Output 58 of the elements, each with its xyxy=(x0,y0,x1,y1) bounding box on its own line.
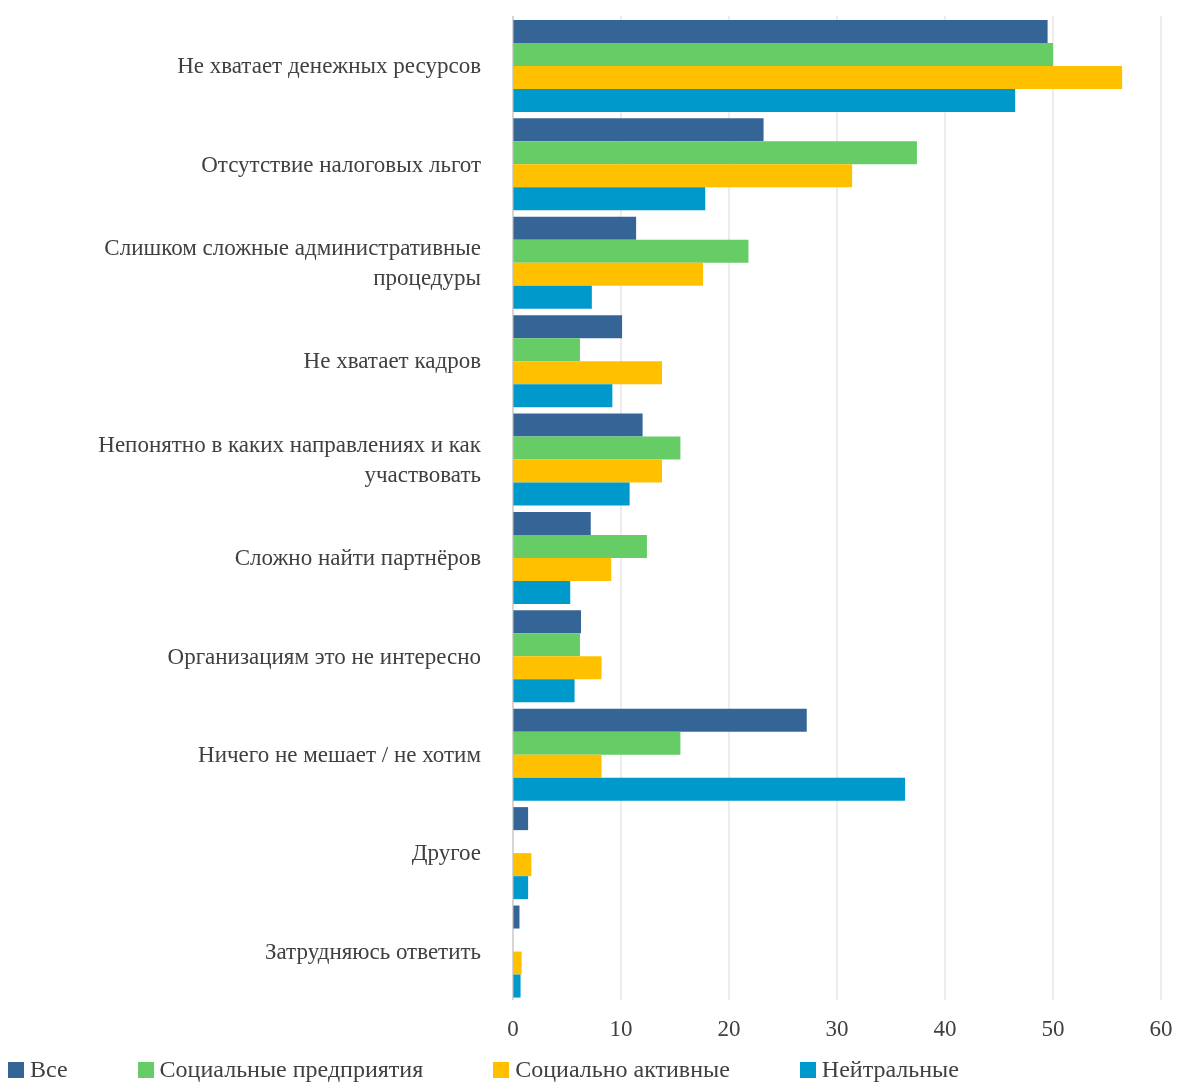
bar xyxy=(513,285,592,309)
x-tick-label: 10 xyxy=(609,1016,633,1042)
legend-label: Социальные предприятия xyxy=(158,1056,424,1083)
bar xyxy=(513,361,663,385)
y-tick-label: Отсутствие налоговых льгот xyxy=(201,151,481,177)
bar xyxy=(513,777,906,801)
bar xyxy=(513,708,807,732)
bar xyxy=(513,315,623,339)
bar xyxy=(513,534,647,558)
x-tick-label: 40 xyxy=(933,1016,957,1042)
bar xyxy=(513,754,602,778)
bar xyxy=(513,807,529,831)
bar xyxy=(513,413,643,437)
bar xyxy=(513,19,1048,43)
bar xyxy=(513,42,1053,66)
bar xyxy=(513,731,681,755)
bar xyxy=(513,876,529,900)
bar xyxy=(513,216,637,240)
legend-label: Социально активные xyxy=(514,1056,730,1083)
bar xyxy=(513,384,613,408)
bar xyxy=(513,436,681,460)
bar xyxy=(513,610,582,634)
bar xyxy=(513,580,571,604)
x-tick-label: 60 xyxy=(1149,1016,1173,1042)
bar xyxy=(513,338,580,362)
bar xyxy=(513,187,706,211)
bar xyxy=(513,118,764,142)
y-tick-label: Ничего не мешает / не хотим xyxy=(198,742,482,768)
bar xyxy=(513,88,1016,112)
bar xyxy=(513,656,602,680)
bar xyxy=(513,65,1123,89)
y-tick-label: Не хватает денежных ресурсов xyxy=(177,53,482,79)
bar xyxy=(513,482,630,506)
legend-label: Нейтральные xyxy=(820,1056,959,1083)
bar xyxy=(513,239,749,263)
y-tick-label: Непонятно в каких направлениях и как участвовать xyxy=(98,431,482,487)
x-tick-label: 20 xyxy=(717,1016,741,1042)
bar xyxy=(513,679,575,703)
bar xyxy=(513,262,704,286)
x-tick-label: 0 xyxy=(507,1016,519,1042)
y-tick-label: Не хватает кадров xyxy=(303,348,482,374)
x-tick-label: 30 xyxy=(825,1016,849,1042)
bar xyxy=(513,974,521,998)
y-tick-label: Затрудняюсь ответить xyxy=(264,938,481,964)
x-tick-label: 50 xyxy=(1041,1016,1065,1042)
bar xyxy=(513,141,917,165)
bar xyxy=(513,853,532,877)
bar xyxy=(513,633,580,657)
bar xyxy=(513,164,853,188)
bar xyxy=(513,951,522,975)
y-tick-label: Слишком сложные административные процедуры xyxy=(104,235,481,291)
y-tick-label: Сложно найти партнёров xyxy=(234,545,482,571)
legend-label: Все xyxy=(29,1056,68,1083)
y-tick-label: Организациям это не интересно xyxy=(167,643,481,669)
y-tick-label: Другое xyxy=(411,840,481,866)
bar xyxy=(513,511,591,535)
bar xyxy=(513,557,612,581)
bar xyxy=(513,459,663,483)
